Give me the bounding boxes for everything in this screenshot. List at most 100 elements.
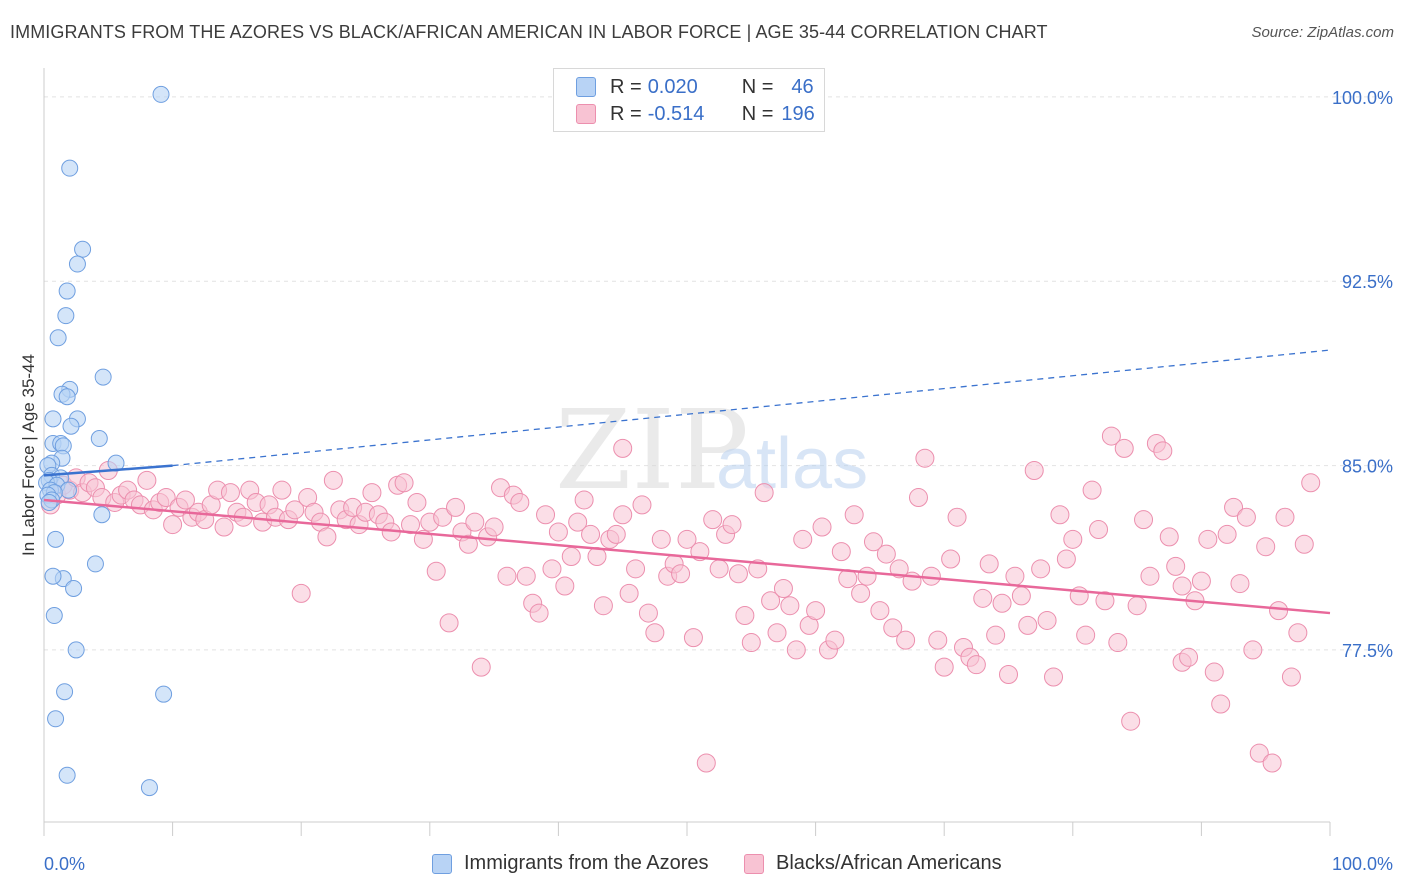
y-tick-label: 77.5% (1342, 641, 1393, 661)
data-point-black (812, 517, 832, 537)
data-point-black (1031, 559, 1051, 579)
data-point-black (446, 497, 466, 517)
data-point-black (786, 640, 806, 660)
data-point-black (574, 490, 594, 510)
data-point-black (1011, 586, 1031, 606)
data-point-black (1262, 753, 1282, 773)
data-point-black (1275, 507, 1295, 527)
data-point-black (908, 488, 928, 508)
data-point-black (1198, 529, 1218, 549)
data-point-black (1179, 647, 1199, 667)
y-tick-label: 85.0% (1342, 457, 1393, 477)
data-point-black (407, 492, 427, 512)
data-point-black (439, 613, 459, 633)
data-point-black (1076, 625, 1096, 645)
data-point-black (651, 529, 671, 549)
data-point-black (471, 657, 491, 677)
legend-n-label: N = (741, 75, 774, 98)
source-credit: Source: ZipAtlas.com (1251, 24, 1394, 41)
data-point-black (613, 505, 633, 525)
data-point-azores (94, 368, 112, 386)
data-point-azores (74, 240, 92, 258)
data-point-black (581, 524, 601, 544)
legend-n-value: 196 (781, 102, 815, 125)
data-point-black (1114, 438, 1134, 458)
data-point-azores (155, 685, 173, 703)
data-point-black (754, 483, 774, 503)
data-point-black (536, 505, 556, 525)
trend-line-black (43, 498, 1331, 615)
data-point-black (709, 559, 729, 579)
legend-label-azores: Immigrants from the Azores (464, 852, 709, 874)
legend-r-label: R = (610, 75, 642, 98)
data-point-black (1211, 694, 1231, 714)
data-point-black (555, 576, 575, 596)
data-point-azores (86, 555, 104, 573)
data-point-black (825, 630, 845, 650)
legend-swatch-black (744, 853, 764, 874)
data-point-black (979, 554, 999, 574)
data-point-black (1095, 591, 1115, 611)
data-point-black (317, 527, 337, 547)
data-point-black (362, 483, 382, 503)
data-point-black (214, 517, 234, 537)
data-point-black (1249, 743, 1269, 763)
data-point-black (947, 507, 967, 527)
data-point-black (1056, 549, 1076, 569)
legend-swatch-azores (432, 853, 452, 874)
data-point-black (1230, 574, 1250, 594)
data-point-black (1050, 505, 1070, 525)
data-point-azores (59, 481, 77, 499)
data-point-black (1134, 510, 1154, 530)
data-point-black (696, 753, 716, 773)
legend-item-black: Blacks/African Americans (744, 852, 1002, 875)
data-point-black (606, 524, 626, 544)
data-point-black (529, 603, 549, 623)
data-point-black (863, 532, 883, 552)
y-tick-label: 92.5% (1342, 272, 1393, 292)
data-point-black (645, 623, 665, 643)
data-point-black (1101, 426, 1121, 446)
data-point-black (806, 601, 826, 621)
legend-label-black: Blacks/African Americans (776, 852, 1002, 874)
data-point-azores (57, 307, 75, 325)
data-point-black (889, 559, 909, 579)
data-point-black (735, 606, 755, 626)
data-point-black (458, 534, 478, 554)
data-point-black (1217, 524, 1237, 544)
data-point-black (323, 470, 343, 490)
data-point-black (1127, 596, 1147, 616)
data-point-black (928, 630, 948, 650)
data-point-black (510, 492, 530, 512)
data-point-black (703, 510, 723, 530)
data-point-black (1236, 507, 1256, 527)
data-point-black (857, 566, 877, 586)
data-point-black (1224, 497, 1244, 517)
data-point-black (619, 583, 639, 603)
data-point-azores (47, 710, 65, 728)
legend-r-value: -0.514 (647, 102, 705, 125)
data-point-azores (68, 255, 86, 273)
data-point-black (722, 515, 742, 535)
data-point-black (921, 566, 941, 586)
trend-line-azores-dashed (172, 349, 1331, 467)
data-point-black (1089, 519, 1109, 539)
x-tick-label: 0.0% (44, 854, 85, 874)
data-point-black (741, 633, 761, 653)
data-point-black (548, 522, 568, 542)
data-point-black (896, 630, 916, 650)
data-point-black (844, 505, 864, 525)
data-point-black (934, 657, 954, 677)
data-point-black (1288, 623, 1308, 643)
data-point-black (1191, 571, 1211, 591)
data-point-black (1172, 576, 1192, 596)
data-point-black (876, 544, 896, 564)
data-point-black (870, 601, 890, 621)
data-point-black (568, 512, 588, 532)
data-point-black (542, 559, 562, 579)
data-point-black (593, 596, 613, 616)
data-point-azores (44, 567, 62, 585)
data-point-black (671, 564, 691, 584)
data-point-black (1243, 640, 1263, 660)
